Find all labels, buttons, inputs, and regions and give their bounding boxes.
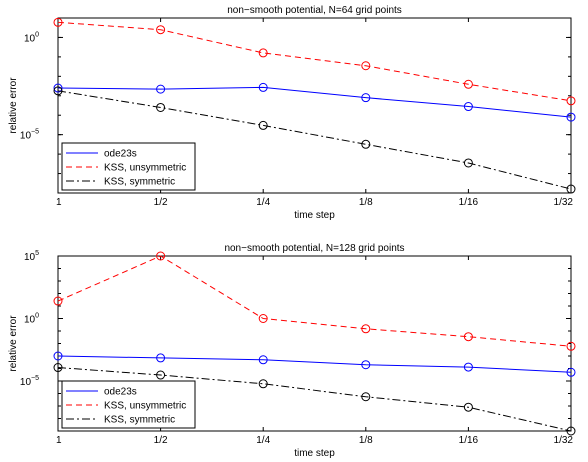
data-point — [258, 48, 268, 58]
series-line — [57, 255, 572, 347]
data-point — [361, 139, 371, 149]
chart-title: non−smooth potential, N=128 grid points — [224, 243, 404, 254]
data-point — [463, 332, 473, 342]
y-tick-label: 100 — [24, 31, 39, 44]
data-point — [463, 79, 473, 89]
y-tick-exponent: −5 — [31, 375, 39, 382]
data-point — [463, 362, 473, 372]
data-point — [566, 112, 576, 122]
y-tick-label: 100 — [24, 313, 39, 326]
data-point — [566, 367, 576, 377]
data-point — [53, 351, 63, 361]
legend: ode23s KSS, unsymmetric KSS, symmetric — [61, 142, 196, 191]
data-point — [361, 360, 371, 370]
y-tick-label: 105 — [24, 250, 39, 263]
data-point — [566, 426, 576, 436]
data-point — [156, 102, 166, 112]
data-point — [156, 84, 166, 94]
series-1 — [53, 17, 576, 106]
x-tick-label: 1/8 — [359, 197, 373, 208]
legend: ode23s KSS, unsymmetric KSS, symmetric — [61, 380, 196, 429]
y-tick-label: 10−5 — [20, 375, 39, 388]
series-line — [57, 86, 572, 118]
legend-box — [61, 380, 196, 429]
y-tick-exponent: 0 — [35, 31, 39, 38]
y-tick-exponent: 5 — [35, 250, 39, 257]
x-tick-label: 1/32 — [554, 197, 574, 208]
x-tick-label: 1/2 — [154, 197, 168, 208]
data-point — [53, 86, 63, 96]
series-2 — [53, 363, 576, 436]
data-point — [156, 370, 166, 380]
x-tick-label: 1/16 — [459, 197, 479, 208]
x-axis-label: time step — [294, 448, 335, 459]
data-point — [53, 83, 63, 93]
y-tick-base: 10 — [24, 252, 36, 263]
x-tick-label: 1/32 — [554, 435, 574, 446]
data-point — [566, 184, 576, 194]
series-1 — [53, 251, 576, 351]
data-point — [566, 96, 576, 106]
x-axis-label: time step — [294, 210, 335, 221]
x-tick-label: 1/8 — [359, 435, 373, 446]
data-point — [361, 324, 371, 334]
legend-label: ode23s — [104, 387, 137, 398]
x-tick-label: 1 — [56, 435, 62, 446]
y-tick-exponent: −5 — [31, 129, 39, 136]
legend-label: KSS, unsymmetric — [104, 401, 186, 412]
x-tick-label: 1 — [56, 197, 62, 208]
series-line — [57, 355, 572, 373]
data-point — [566, 341, 576, 351]
y-tick-base: 10 — [20, 131, 32, 142]
chart-title: non−smooth potential, N=64 grid points — [227, 5, 402, 16]
data-point — [463, 102, 473, 112]
x-tick-label: 1/16 — [459, 435, 479, 446]
data-point — [53, 17, 63, 27]
data-point — [258, 355, 268, 365]
data-point — [361, 392, 371, 402]
series-line — [57, 21, 572, 102]
legend-label: KSS, symmetric — [104, 177, 175, 188]
series-2 — [53, 86, 576, 194]
legend-label: KSS, unsymmetric — [104, 163, 186, 174]
data-point — [156, 25, 166, 35]
y-tick-label: 10−5 — [20, 129, 39, 142]
data-point — [361, 93, 371, 103]
y-axis-label: relative error — [8, 315, 19, 372]
x-tick-label: 1/2 — [154, 435, 168, 446]
series-0 — [53, 82, 576, 122]
y-tick-base: 10 — [24, 315, 36, 326]
series-line — [57, 367, 572, 432]
data-point — [463, 158, 473, 168]
legend-box — [61, 142, 196, 191]
y-axis-label: relative error — [8, 77, 19, 134]
data-point — [258, 314, 268, 323]
y-tick-base: 10 — [24, 33, 36, 44]
data-point — [361, 61, 371, 71]
chart-panel-1: non−smooth potential, N=64 grid points 1 1… — [8, 5, 576, 221]
chart-panel-2: non−smooth potential, N=128 grid points 1… — [8, 243, 576, 459]
series-0 — [53, 351, 576, 377]
y-tick-base: 10 — [20, 377, 32, 388]
legend-label: ode23s — [104, 149, 137, 160]
data-point — [53, 296, 63, 306]
legend-label: KSS, symmetric — [104, 415, 175, 426]
y-tick-exponent: 0 — [35, 313, 39, 320]
x-tick-label: 1/4 — [256, 197, 270, 208]
data-point — [156, 353, 166, 363]
data-point — [258, 379, 268, 389]
data-point — [156, 251, 166, 261]
data-point — [258, 120, 268, 130]
series-line — [57, 90, 572, 190]
data-point — [258, 82, 268, 92]
data-point — [53, 363, 63, 373]
x-tick-label: 1/4 — [256, 435, 270, 446]
data-point — [463, 402, 473, 412]
